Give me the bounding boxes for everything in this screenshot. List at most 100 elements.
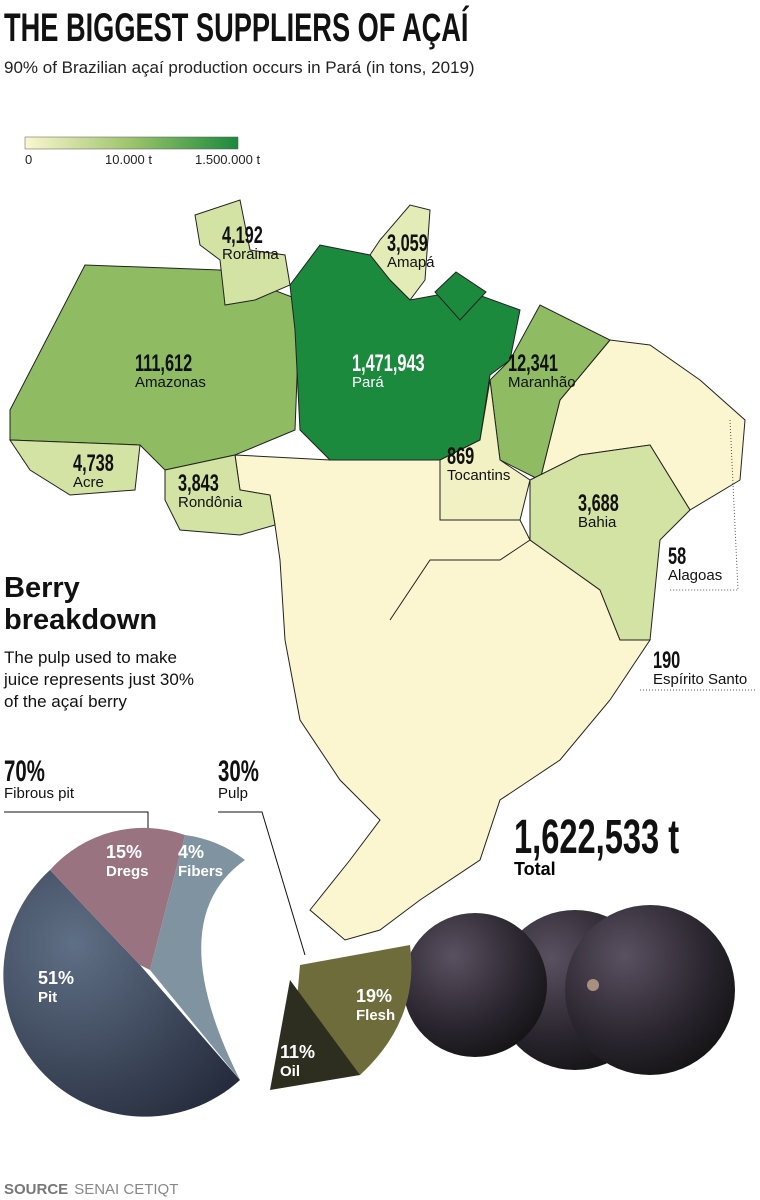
state-label: 3,059 Amapá <box>387 230 447 271</box>
total-value: 1,622,533 t <box>514 811 680 864</box>
group-percent-text: 70% <box>4 755 45 788</box>
state-label: 1,471,943 Pará <box>352 350 459 391</box>
fruit <box>403 913 547 1057</box>
part: 4% Fibers <box>178 842 223 880</box>
source: SOURCE SENAI CETIQT <box>4 1181 178 1198</box>
source-text: SENAI CETIQT <box>74 1181 179 1198</box>
state-shape <box>439 379 531 521</box>
part: 15% Dregs <box>106 842 149 880</box>
state-value: 12,341 <box>508 350 581 378</box>
state-name: Roraima <box>222 246 279 263</box>
state-shape <box>164 454 276 536</box>
state-shape <box>529 444 691 641</box>
group-label: Fibrous pit <box>4 785 75 802</box>
part: 19% Flesh <box>356 986 395 1024</box>
state-label: 3,688 Bahia <box>578 490 638 531</box>
state-value-text: 111,612 <box>135 350 193 377</box>
state-label: 190 Espírito Santo <box>653 647 747 688</box>
part: 11% Oil <box>280 1042 315 1080</box>
state-value: 58 <box>668 543 722 571</box>
state-value: 4,192 <box>222 222 282 250</box>
group: 30% Pulp <box>218 755 278 802</box>
part: 51% Pit <box>38 968 74 1006</box>
state-shape <box>9 439 141 496</box>
state-value: 111,612 <box>135 350 219 378</box>
state-label: 4,738 Acre <box>73 450 133 491</box>
state-name: Pará <box>352 374 384 391</box>
state-name: Amazonas <box>135 374 206 391</box>
state-value: 869 <box>447 443 510 471</box>
dregs-slice <box>50 827 185 970</box>
state-value-text: 1,471,943 <box>352 350 425 377</box>
state-label: 3,843 Rondônia <box>178 470 242 511</box>
state-value-text: 190 <box>653 647 681 674</box>
border <box>389 539 531 621</box>
state-name: Maranhão <box>508 374 576 391</box>
state-value-text: 4,192 <box>222 222 263 249</box>
group-percent-text: 30% <box>218 755 259 788</box>
state-value: 3,059 <box>387 230 447 258</box>
breakdown-text: The pulp used to make juice represents j… <box>4 648 194 711</box>
pit-slice <box>3 870 240 1117</box>
subtitle: 90% of Brazilian açaí production occurs … <box>4 58 475 77</box>
breakdown-title: Berry breakdown <box>4 572 158 637</box>
oil-slice <box>270 980 360 1090</box>
part-label: Dregs <box>106 863 149 880</box>
group-label: Pulp <box>218 785 249 802</box>
state-name: Alagoas <box>668 567 723 584</box>
part-label: Fibers <box>178 863 224 880</box>
state-value-text: 12,341 <box>508 350 558 377</box>
part-percent: 15% <box>106 842 143 862</box>
state-label: 12,341 Maranhão <box>508 350 581 391</box>
state-shape <box>234 454 651 941</box>
group-percent: 30% <box>218 755 278 789</box>
part-percent: 4% <box>178 842 205 862</box>
group-lines <box>4 811 306 956</box>
part-label: Flesh <box>356 1007 396 1024</box>
fibers-slice <box>150 835 245 1080</box>
group-percent: 70% <box>4 755 74 789</box>
state-label: 869 Tocantins <box>447 443 510 484</box>
fruit-stem <box>587 979 599 991</box>
state-value-text: 58 <box>668 543 687 570</box>
state-name: Espírito Santo <box>653 671 748 688</box>
state-shape <box>434 271 487 321</box>
state-label: 4,192 Roraima <box>222 222 282 263</box>
state-value-text: 869 <box>447 443 475 470</box>
legend-label: 0 <box>25 152 33 167</box>
part-percent: 19% <box>356 986 393 1006</box>
part-percent: 51% <box>38 968 75 988</box>
state-name: Acre <box>73 474 104 491</box>
legend-label: 1.500.000 t <box>195 152 261 167</box>
state-value-text: 3,688 <box>578 490 619 517</box>
state-value: 3,843 <box>178 470 242 498</box>
state-label: 111,612 Amazonas <box>135 350 219 391</box>
state-value: 190 <box>653 647 747 675</box>
total-label: Total <box>514 859 556 879</box>
title: THE BIGGEST SUPPLIERS OF AÇAÍ <box>4 6 469 50</box>
state-name: Tocantins <box>447 467 511 484</box>
states <box>9 199 746 941</box>
state-label: 58 Alagoas <box>668 543 722 584</box>
part-label: Oil <box>280 1063 301 1080</box>
state-value: 1,471,943 <box>352 350 459 378</box>
fruit <box>565 905 735 1075</box>
state-value-text: 4,738 <box>73 450 114 477</box>
state-value-text: 3,843 <box>178 470 219 497</box>
source-label: SOURCE <box>4 1181 69 1198</box>
group: 70% Fibrous pit <box>4 755 74 802</box>
legend-bar <box>24 136 239 150</box>
state-name: Amapá <box>387 254 435 271</box>
state-name: Bahia <box>578 514 617 531</box>
state-value-text: 3,059 <box>387 230 428 257</box>
total: 1,622,533 t Total <box>514 810 757 880</box>
state-shape <box>194 199 291 306</box>
legend-label: 10.000 t <box>105 152 152 167</box>
state-value: 3,688 <box>578 490 638 518</box>
state-name: Rondônia <box>178 494 243 511</box>
state-value: 4,738 <box>73 450 133 478</box>
part-percent: 11% <box>280 1042 316 1062</box>
part-label: Pit <box>38 989 58 1006</box>
